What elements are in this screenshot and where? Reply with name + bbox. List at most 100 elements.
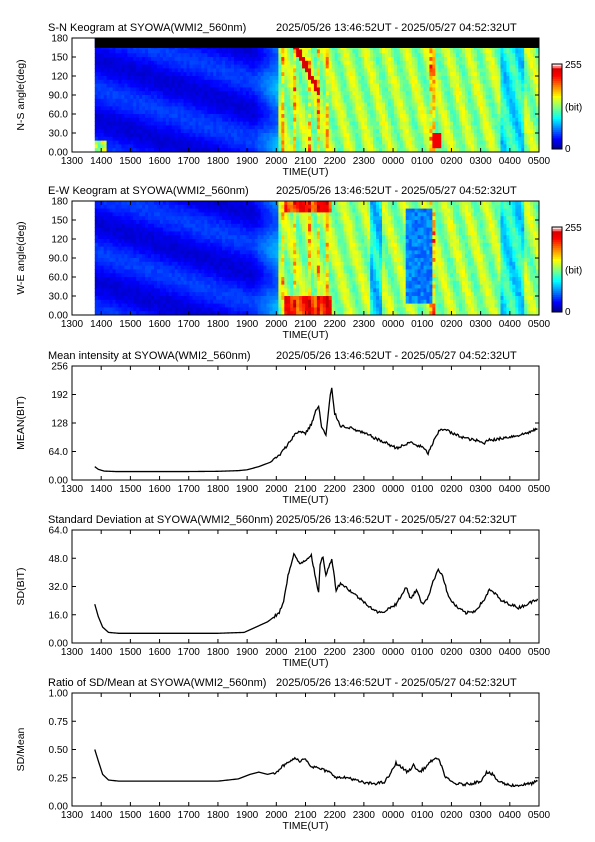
keogram-cell: [331, 57, 336, 62]
keogram-cell: [334, 133, 339, 138]
keogram-cell: [287, 64, 291, 69]
keogram-cell: [310, 57, 315, 62]
keogram-cell: [438, 136, 442, 141]
keogram-cell: [494, 117, 498, 122]
keogram-cell: [216, 114, 220, 119]
keogram-cell: [275, 95, 279, 100]
keogram-cell: [444, 144, 448, 149]
keogram-cell: [145, 148, 149, 153]
keogram-cell: [310, 79, 315, 84]
keogram-cell: [290, 79, 294, 84]
keogram-cell: [530, 125, 534, 130]
keogram-cell: [316, 106, 321, 111]
keogram-cell: [207, 102, 211, 107]
keogram-cell: [524, 140, 528, 145]
x-tick-label: 1500: [119, 156, 142, 167]
keogram-cell: [491, 144, 495, 149]
keogram-cell: [310, 106, 315, 111]
keogram-cell: [100, 117, 105, 122]
keogram-cell: [272, 125, 276, 130]
keogram-cell: [248, 114, 253, 119]
keogram-cell: [177, 91, 182, 96]
keogram-cell: [313, 148, 318, 153]
keogram-cell: [376, 95, 380, 100]
keogram-cell: [189, 125, 193, 130]
keogram-cell: [473, 98, 478, 103]
keogram-cell: [435, 129, 439, 134]
keogram-cell: [456, 79, 460, 84]
keogram-cell: [515, 76, 519, 81]
keogram-cell: [216, 125, 220, 130]
keogram-cell: [387, 110, 392, 115]
keogram-cell: [349, 125, 353, 130]
keogram-cell: [263, 53, 267, 58]
keogram-cell: [497, 117, 501, 122]
keogram-cell: [142, 76, 146, 81]
keogram-cell: [112, 254, 116, 259]
keogram-cell: [423, 144, 427, 149]
keogram-cell: [186, 95, 190, 100]
keogram-cell: [154, 148, 158, 153]
keogram-cell: [527, 76, 531, 81]
keogram-cell: [438, 64, 442, 69]
keogram-cell: [97, 212, 102, 217]
keogram-cell: [201, 91, 205, 96]
keogram-cell: [245, 95, 250, 100]
keogram-cell: [213, 60, 217, 65]
keogram-cell: [106, 269, 110, 274]
keogram-cell: [222, 53, 226, 58]
keogram-cell: [382, 121, 386, 126]
keogram-cell: [456, 114, 460, 119]
keogram-cell: [316, 121, 321, 126]
keogram-cell: [139, 102, 143, 107]
keogram-cell: [331, 72, 336, 77]
keogram-cell: [293, 53, 297, 58]
keogram-cell: [124, 144, 128, 149]
keogram-cell: [482, 68, 487, 73]
keogram-cell: [308, 68, 312, 73]
keogram-cell: [423, 106, 427, 111]
keogram-cell: [533, 129, 537, 134]
keogram-cell: [337, 95, 341, 100]
keogram-cell: [94, 95, 99, 100]
keogram-cell: [284, 53, 288, 58]
keogram-cell: [527, 79, 531, 84]
keogram-cell: [509, 114, 513, 119]
keogram-cell: [219, 68, 223, 73]
keogram-cell: [447, 102, 451, 107]
keogram-cell: [145, 60, 149, 65]
keogram-cell: [106, 72, 110, 77]
keogram-cell: [308, 60, 312, 65]
keogram-cell: [109, 273, 113, 278]
keogram-cell: [115, 133, 119, 138]
keogram-cell: [154, 57, 158, 62]
keogram-cell: [343, 95, 347, 100]
keogram-cell: [358, 64, 362, 69]
keogram-cell: [476, 87, 481, 92]
keogram-cell: [263, 83, 267, 88]
keogram-cell: [156, 144, 161, 149]
keogram-cell: [370, 102, 374, 107]
keogram-cell: [340, 79, 344, 84]
keogram-cell: [124, 110, 128, 115]
keogram-cell: [236, 91, 241, 96]
keogram-cell: [319, 121, 324, 126]
keogram-cell: [467, 125, 472, 130]
keogram-cell: [497, 68, 501, 73]
keogram-cell: [97, 254, 102, 259]
keogram-cell: [352, 110, 356, 115]
keogram-cell: [222, 83, 226, 88]
keogram-cell: [385, 106, 389, 111]
keogram-cell: [233, 76, 238, 81]
keogram-cell: [278, 125, 282, 130]
keogram-cell: [213, 140, 217, 145]
keogram-cell: [290, 121, 294, 126]
keogram-cell: [313, 102, 318, 107]
keogram-cell: [275, 49, 279, 54]
keogram-cell: [216, 60, 220, 65]
keogram-cell: [195, 87, 199, 92]
keogram-cell: [331, 91, 336, 96]
keogram-cell: [376, 140, 380, 145]
keogram-cell: [417, 53, 421, 58]
keogram-cell: [405, 49, 410, 54]
